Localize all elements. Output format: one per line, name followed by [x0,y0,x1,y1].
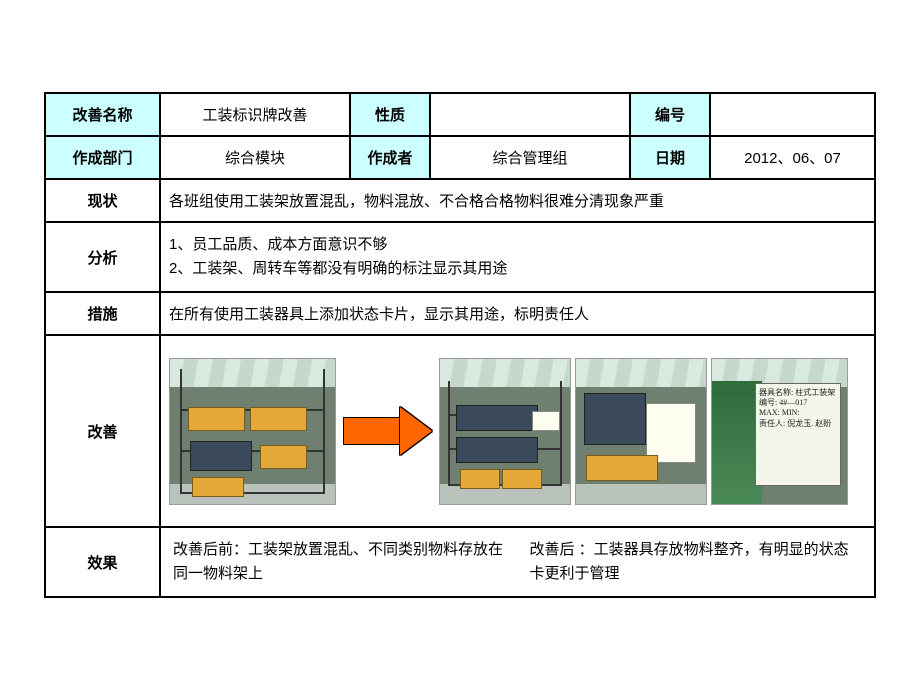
sign-line-1: 器具名称: 柱式工装架 [759,388,837,398]
sign-line-3: MAX: MIN: [759,408,837,418]
label-improve: 改善 [45,335,160,527]
label-department: 作成部门 [45,136,160,179]
text-analysis: 1、员工品质、成本方面意识不够 2、工装架、周转车等都没有明确的标注显示其用途 [160,222,875,292]
improve-photo-row: 器具名称: 柱式工装架 编号: 4#—017 MAX: MIN: 责任人: 倪龙… [160,335,875,527]
label-improvement-name: 改善名称 [45,93,160,136]
effect-cell: 改善后前：工装架放置混乱、不同类别物料存放在同一物料架上 改善后 ：工装器具存放… [160,527,875,597]
sign-line-2: 编号: 4#—017 [759,398,837,408]
value-nature [430,93,630,136]
value-improvement-name: 工装标识牌改善 [160,93,350,136]
photo-after-1 [439,358,571,505]
sign-line-4: 责任人: 倪龙玉. 赵盼 [759,419,837,429]
label-number: 编号 [630,93,710,136]
photo-after-3: 器具名称: 柱式工装架 编号: 4#—017 MAX: MIN: 责任人: 倪龙… [711,358,848,505]
photo-before [169,358,336,505]
kaizen-report-table: 改善名称 工装标识牌改善 性质 编号 作成部门 综合模块 作成者 综合管理组 日… [44,92,876,598]
text-action: 在所有使用工装器具上添加状态卡片，显示其用途，标明责任人 [160,292,875,335]
value-number [710,93,875,136]
value-author: 综合管理组 [430,136,630,179]
effect-before-text: 改善后前：工装架放置混乱、不同类别物料存放在同一物料架上 [161,528,518,596]
signboard-card: 器具名称: 柱式工装架 编号: 4#—017 MAX: MIN: 责任人: 倪龙… [755,383,841,486]
arrow-icon [340,407,435,455]
value-department: 综合模块 [160,136,350,179]
analysis-line-2: 2、工装架、周转车等都没有明确的标注显示其用途 [169,257,866,281]
label-nature: 性质 [350,93,430,136]
text-status: 各班组使用工装架放置混乱，物料混放、不合格合格物料很难分清现象严重 [160,179,875,222]
photo-after-2 [575,358,707,505]
label-effect: 效果 [45,527,160,597]
value-date: 2012、06、07 [710,136,875,179]
label-author: 作成者 [350,136,430,179]
label-status: 现状 [45,179,160,222]
label-action: 措施 [45,292,160,335]
effect-after-text: 改善后 ：工装器具存放物料整齐，有明显的状态卡更利于管理 [518,528,875,596]
label-analysis: 分析 [45,222,160,292]
analysis-line-1: 1、员工品质、成本方面意识不够 [169,233,866,257]
label-date: 日期 [630,136,710,179]
